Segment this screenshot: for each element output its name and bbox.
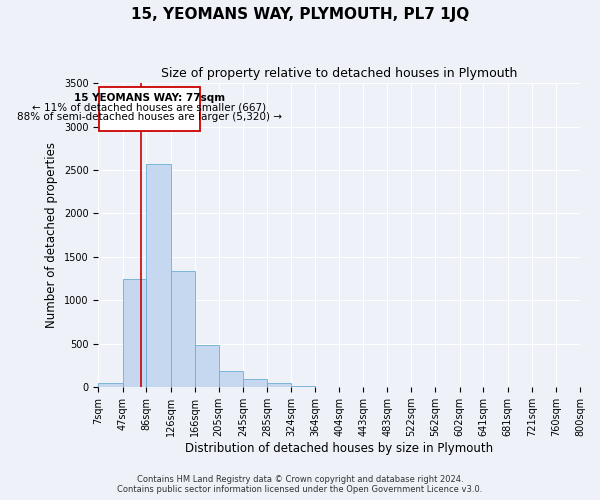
Text: 15 YEOMANS WAY: 77sqm: 15 YEOMANS WAY: 77sqm [74,92,225,102]
Text: 88% of semi-detached houses are larger (5,320) →: 88% of semi-detached houses are larger (… [17,112,282,122]
Bar [243,378,267,387]
Bar [170,271,195,387]
Text: 15, YEOMANS WAY, PLYMOUTH, PL7 1JQ: 15, YEOMANS WAY, PLYMOUTH, PL7 1JQ [131,8,469,22]
Bar [98,383,122,387]
Bar [146,164,170,387]
Title: Size of property relative to detached houses in Plymouth: Size of property relative to detached ho… [161,68,517,80]
Bar [195,344,218,387]
Y-axis label: Number of detached properties: Number of detached properties [46,142,58,328]
Text: Contains HM Land Registry data © Crown copyright and database right 2024.
Contai: Contains HM Land Registry data © Crown c… [118,474,482,494]
Bar [122,280,146,387]
Bar [291,386,315,387]
Bar [218,370,243,387]
Text: ← 11% of detached houses are smaller (667): ← 11% of detached houses are smaller (66… [32,102,266,113]
FancyBboxPatch shape [98,88,200,131]
Bar [267,384,291,387]
X-axis label: Distribution of detached houses by size in Plymouth: Distribution of detached houses by size … [185,442,493,455]
